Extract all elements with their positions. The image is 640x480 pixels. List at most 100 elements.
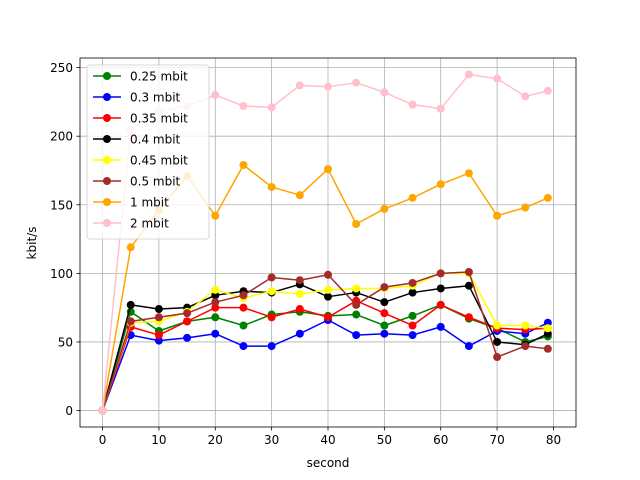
data-point bbox=[239, 160, 248, 169]
legend-swatch-marker bbox=[103, 219, 111, 227]
y-tick-label: 150 bbox=[50, 198, 73, 212]
data-point bbox=[324, 270, 332, 279]
data-point bbox=[436, 180, 445, 189]
data-point bbox=[211, 211, 220, 220]
data-point bbox=[126, 300, 135, 309]
data-point bbox=[352, 284, 361, 293]
data-point bbox=[211, 329, 220, 338]
legend-item: 0.4 mbit bbox=[93, 133, 181, 147]
data-point bbox=[267, 103, 276, 112]
data-point bbox=[543, 318, 552, 327]
data-point bbox=[352, 78, 361, 87]
y-tick-label: 50 bbox=[58, 335, 73, 349]
data-point bbox=[295, 191, 304, 200]
data-point bbox=[267, 342, 276, 351]
legend-swatch-marker bbox=[103, 198, 111, 206]
data-point bbox=[493, 74, 502, 83]
legend-item: 1 mbit bbox=[93, 196, 169, 210]
legend-label: 0.35 mbit bbox=[130, 112, 188, 126]
legend-label: 0.4 mbit bbox=[130, 133, 181, 147]
data-point bbox=[295, 305, 304, 314]
legend-item: 2 mbit bbox=[93, 217, 169, 231]
data-point bbox=[408, 321, 417, 330]
data-point bbox=[543, 324, 552, 333]
data-point bbox=[436, 300, 445, 309]
data-point bbox=[408, 331, 417, 340]
data-point bbox=[324, 313, 332, 322]
data-point bbox=[464, 342, 473, 351]
series-0-5-mbit bbox=[98, 267, 552, 415]
series-line bbox=[101, 283, 549, 411]
data-point bbox=[154, 305, 163, 314]
data-point bbox=[543, 193, 552, 202]
x-axis-label: second bbox=[307, 456, 350, 470]
x-tick-label: 30 bbox=[264, 433, 279, 447]
data-point bbox=[211, 313, 220, 322]
series-layer bbox=[98, 70, 552, 415]
data-point bbox=[436, 104, 445, 113]
data-point bbox=[521, 203, 530, 212]
y-tick-label: 100 bbox=[50, 267, 73, 281]
legend-label: 1 mbit bbox=[130, 196, 169, 210]
data-point bbox=[543, 344, 552, 353]
x-tick-label: 50 bbox=[377, 433, 392, 447]
x-tick-label: 10 bbox=[151, 433, 166, 447]
data-point bbox=[239, 102, 248, 111]
legend-item: 0.5 mbit bbox=[93, 175, 181, 189]
data-point bbox=[324, 292, 332, 301]
data-point bbox=[126, 317, 135, 326]
plot-frame bbox=[79, 57, 577, 428]
legend-label: 0.45 mbit bbox=[130, 154, 188, 168]
data-point bbox=[464, 70, 473, 79]
data-point bbox=[380, 309, 389, 318]
y-tick-label: 250 bbox=[50, 61, 73, 75]
data-point bbox=[324, 165, 332, 174]
data-point bbox=[521, 342, 530, 351]
data-point bbox=[464, 313, 473, 322]
data-point bbox=[324, 285, 332, 294]
data-point bbox=[464, 267, 473, 276]
data-point bbox=[464, 281, 473, 290]
data-point bbox=[380, 88, 389, 97]
data-point bbox=[267, 287, 276, 296]
legend-swatch-marker bbox=[103, 156, 111, 164]
x-tick-label: 60 bbox=[433, 433, 448, 447]
x-tick-label: 70 bbox=[489, 433, 504, 447]
data-point bbox=[239, 291, 248, 300]
data-point bbox=[126, 243, 135, 252]
data-point bbox=[493, 211, 502, 220]
data-point bbox=[408, 100, 417, 109]
data-point bbox=[493, 337, 502, 346]
grid bbox=[80, 58, 576, 427]
legend-item: 0.35 mbit bbox=[93, 112, 188, 126]
data-point bbox=[380, 329, 389, 338]
data-point bbox=[295, 81, 304, 90]
data-point bbox=[408, 278, 417, 287]
data-point bbox=[267, 313, 276, 322]
y-axis-label: kbit/s bbox=[25, 227, 39, 260]
data-point bbox=[408, 288, 417, 297]
data-point bbox=[211, 303, 220, 312]
data-point bbox=[154, 313, 163, 322]
data-point bbox=[239, 303, 248, 312]
legend-item: 0.45 mbit bbox=[93, 154, 188, 168]
data-point bbox=[324, 82, 332, 91]
data-point bbox=[239, 342, 248, 351]
legend: 0.25 mbit 0.3 mbit 0.35 mbit 0.4 mbit 0.45 m… bbox=[86, 64, 210, 240]
legend-label: 0.3 mbit bbox=[130, 91, 181, 105]
legend-label: 0.25 mbit bbox=[130, 70, 188, 84]
data-point bbox=[493, 353, 502, 362]
data-point bbox=[352, 300, 361, 309]
data-point bbox=[154, 331, 163, 340]
legend-swatch-marker bbox=[103, 114, 111, 122]
legend-label: 0.5 mbit bbox=[130, 175, 181, 189]
data-point bbox=[408, 311, 417, 320]
y-tick-label: 0 bbox=[65, 404, 73, 418]
legend-swatch-marker bbox=[103, 72, 111, 80]
x-tick-label: 0 bbox=[99, 433, 107, 447]
x-tick-label: 80 bbox=[546, 433, 561, 447]
data-point bbox=[211, 285, 220, 294]
data-point bbox=[295, 329, 304, 338]
data-point bbox=[295, 289, 304, 298]
